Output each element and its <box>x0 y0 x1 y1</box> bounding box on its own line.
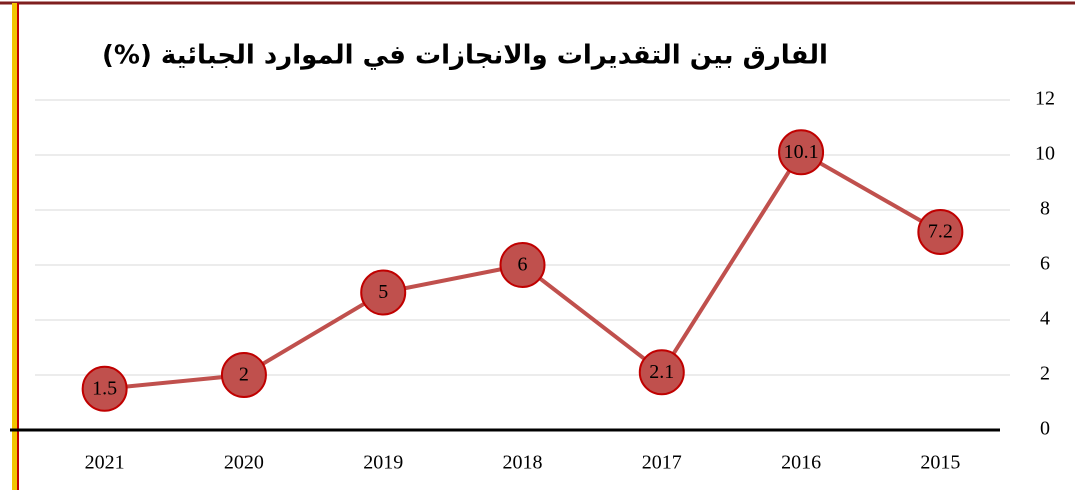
x-tick-label: 2019 <box>363 452 403 474</box>
data-label: 5 <box>378 281 388 303</box>
point-marker <box>499 242 546 288</box>
y-tick-label: 0 <box>1040 418 1050 440</box>
y-tick-label: 4 <box>1040 308 1050 330</box>
y-tick-label: 12 <box>1035 88 1055 110</box>
point-marker <box>778 129 825 176</box>
y-tick-label: 6 <box>1040 253 1050 275</box>
x-tick-label: 2021 <box>85 452 125 474</box>
data-label: 6 <box>518 254 528 276</box>
data-label: 1.5 <box>92 377 117 399</box>
point-marker <box>81 365 128 412</box>
x-tick-label: 2017 <box>642 452 682 474</box>
y-tick-label: 8 <box>1040 198 1050 220</box>
x-tick-label: 2015 <box>920 452 960 474</box>
x-tick-label: 2016 <box>781 452 821 474</box>
y-tick-label: 2 <box>1040 363 1050 385</box>
point-marker <box>360 269 407 316</box>
data-label: 2 <box>239 364 249 386</box>
left-border <box>12 3 17 490</box>
y-tick-label: 10 <box>1035 143 1055 165</box>
data-label: 10.1 <box>784 141 819 163</box>
x-tick-label: 2018 <box>503 452 543 474</box>
chart-title: الفارق بين التقديرات والانجازات في الموا… <box>102 41 828 71</box>
data-label: 2.1 <box>649 361 674 383</box>
data-label: 7.2 <box>928 221 953 243</box>
point-marker <box>638 349 685 396</box>
point-marker <box>220 352 267 398</box>
x-tick-label: 2020 <box>224 452 264 474</box>
point-marker <box>917 209 964 255</box>
